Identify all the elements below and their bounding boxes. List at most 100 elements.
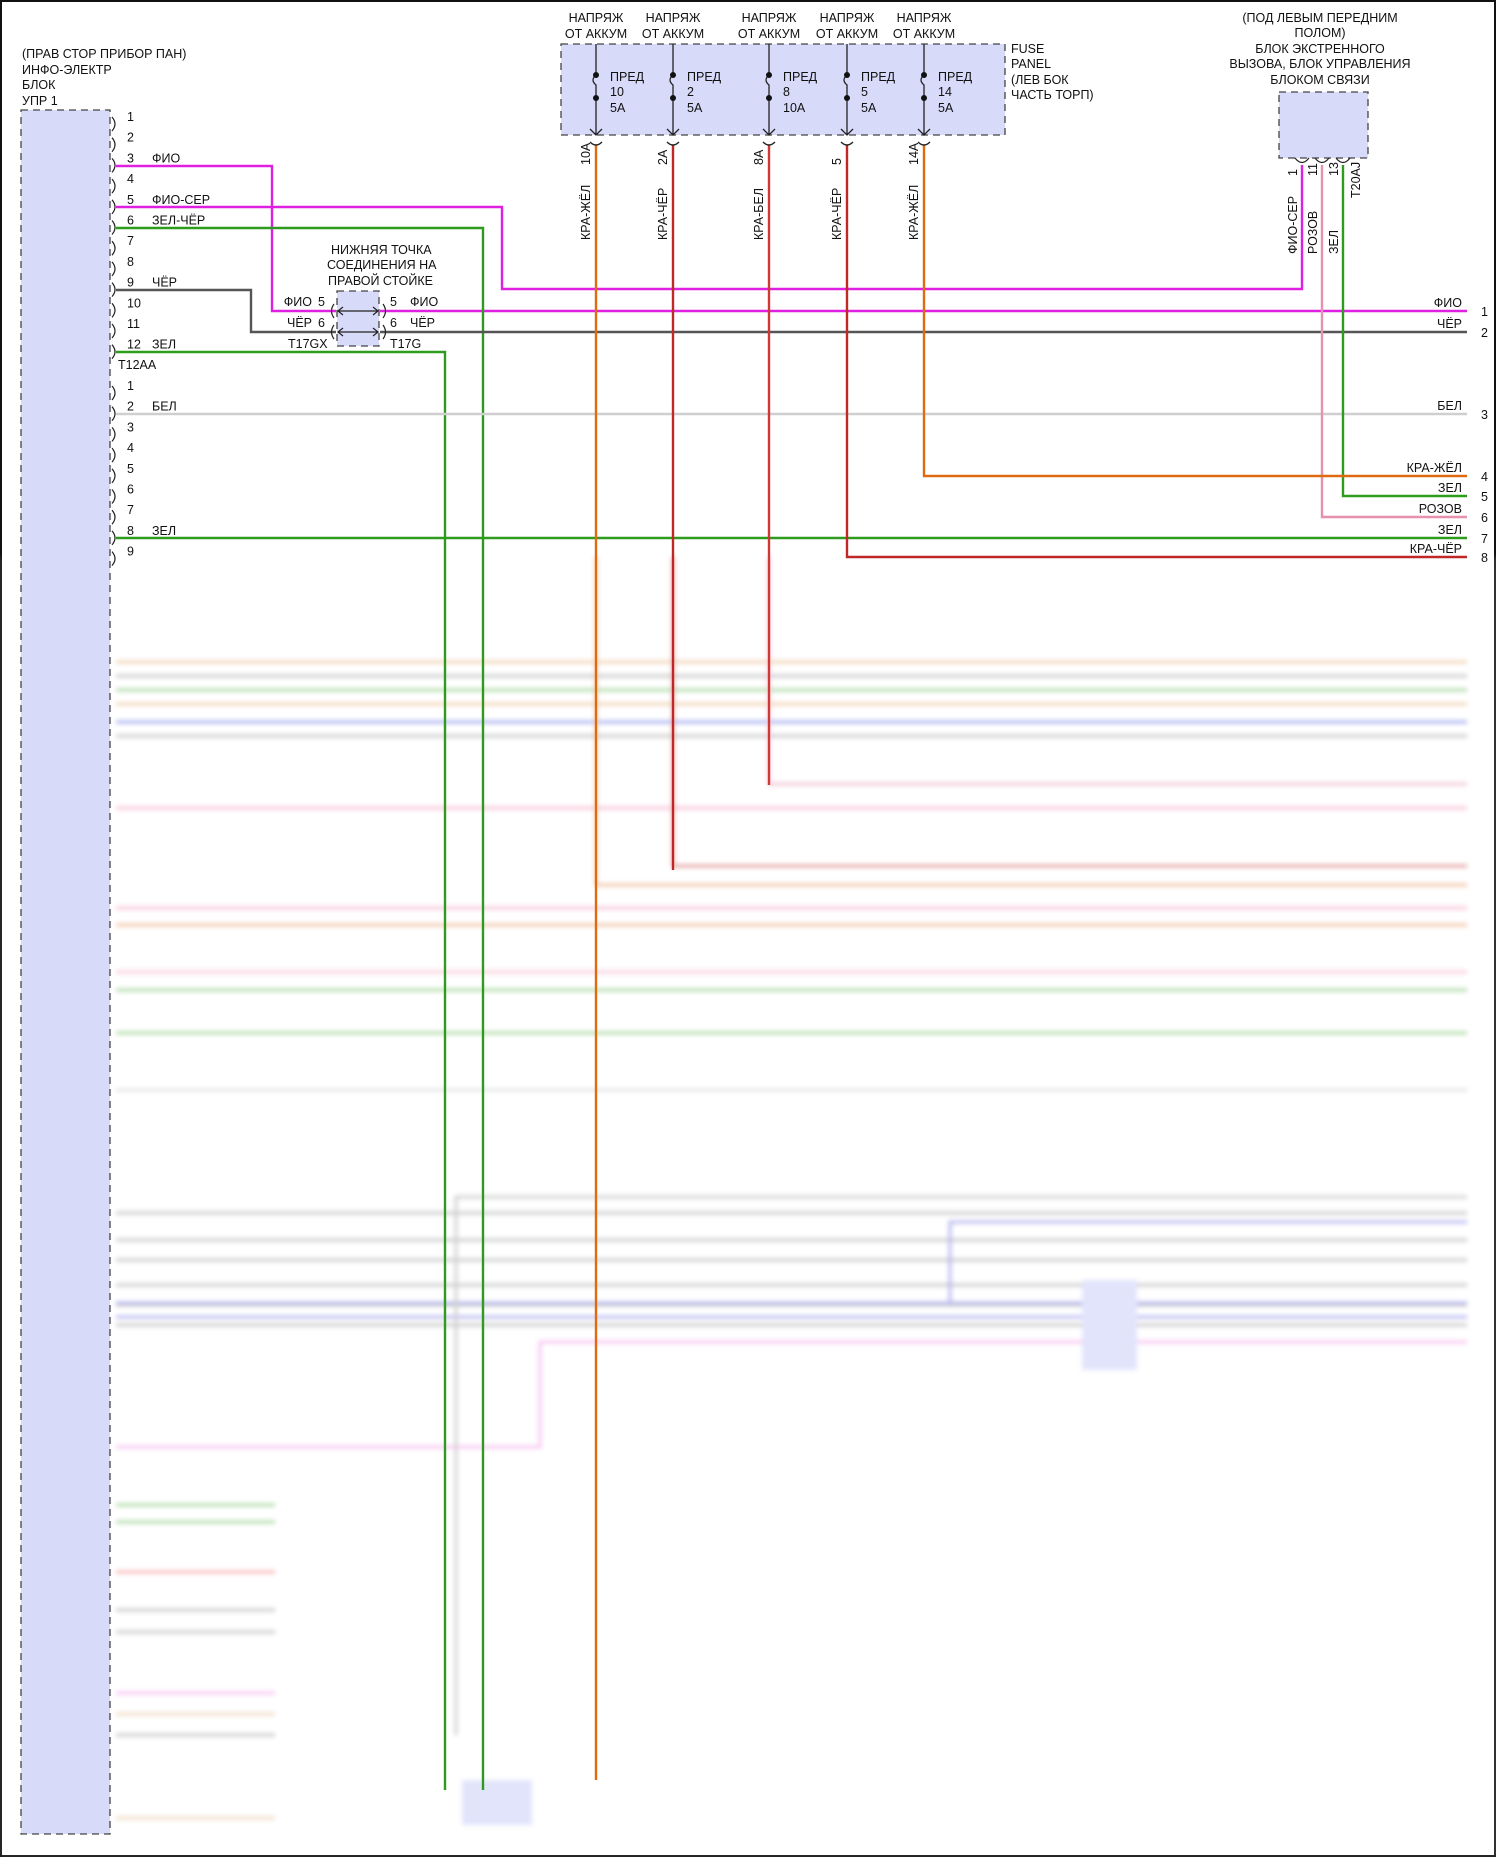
fuse-panel: FUSE PANEL (ЛЕВ БОК ЧАСТЬ ТОРП) НАПРЯЖ ОТ… (560, 11, 1094, 240)
fuse-terminal: 2A (656, 149, 670, 165)
pin-socket-icon (111, 509, 116, 525)
connector_2-pin-number: 7 (127, 503, 134, 517)
fuse-number: 10 (610, 85, 624, 99)
connector_1-pin-number: 12 (127, 338, 141, 352)
t20aj-connector-name: T20AJ (1349, 162, 1363, 198)
fuse-supply-label: ОТ АККУМ (893, 27, 955, 41)
connector_1-pin-number: 5 (127, 193, 134, 207)
emergency-title-2: ПОЛОМ) (1294, 26, 1345, 40)
fuse-wire-color: КРА-ЖЁЛ (907, 185, 921, 240)
splice-left-label-2: ЧЁР (287, 316, 312, 330)
connector_2-pin-number: 6 (127, 483, 134, 497)
t20aj-pin-number: 11 (1306, 163, 1320, 176)
connector_1-pin-number: 11 (127, 317, 140, 331)
pin-socket-icon (111, 489, 116, 504)
fuse-rating: 5A (687, 101, 703, 115)
pin-socket-icon (111, 447, 116, 463)
connector_2-wire-label: БЕЛ (152, 400, 177, 414)
blurred-wire (116, 1340, 1467, 1449)
pin-socket-icon (111, 323, 116, 339)
wire-zel-t20aj (1341, 165, 1467, 498)
fuse-panel-box (560, 43, 1006, 136)
wires (116, 145, 1467, 1790)
fuse-supply-label: НАПРЯЖ (820, 11, 875, 25)
splice-right-label-2: ЧЁР (410, 316, 435, 330)
pin-socket-icon (111, 427, 116, 442)
connector_2-pin-number: 3 (127, 420, 134, 434)
right-wire-label: КРА-ЖЁЛ (1407, 461, 1462, 475)
blurred-lower-region (0, 557, 1500, 1857)
fuse-supply-label: ОТ АККУМ (565, 27, 627, 41)
fuse-supply-label: НАПРЯЖ (897, 11, 952, 25)
splice-left-pin-1: 5 (318, 295, 325, 309)
fuse-wire-color: КРА-ЖЁЛ (579, 185, 593, 240)
main-module-title-2: ИНФО-ЭЛЕКТР (22, 63, 112, 77)
connector_1-pin-number: 3 (127, 151, 134, 165)
t20aj-pin-number: 1 (1286, 169, 1300, 176)
splice: НИЖНЯЯ ТОЧКА СОЕДИНЕНИЯ НА ПРАВОЙ СТОЙКЕ… (284, 243, 439, 351)
pin-socket-icon (111, 261, 116, 277)
connector_1-wire-label: ЗЕЛ (152, 338, 176, 352)
fuse-terminal-icon (670, 72, 676, 78)
t20aj-pin-number: 13 (1327, 162, 1341, 176)
right-wire-label: ЗЕЛ (1438, 481, 1462, 495)
pin-socket-icon (111, 282, 116, 297)
fuse-terminal: 5 (830, 158, 844, 165)
t20aj-wire-color: ЗЕЛ (1327, 230, 1341, 254)
right-pin-number: 3 (1481, 408, 1488, 422)
fuse-wire-color: КРА-БЕЛ (752, 188, 766, 240)
right-connector-pins: ФИО 1 ЧЁР 2 БЕЛ 3 КРА-ЖЁЛ 4 ЗЕЛ 5 РОЗОВ 6 ЗЕЛ 7 КРА-ЧЁ… (1407, 296, 1488, 565)
connector_1-wire-label: ФИО-СЕР (152, 193, 210, 207)
splice-right-connector: T17G (390, 337, 421, 351)
right-pin-number: 2 (1481, 326, 1488, 340)
fuse-terminal-icon (766, 72, 772, 78)
emergency-module-box (1278, 91, 1369, 159)
right-wire-label: РОЗОВ (1419, 502, 1462, 516)
fuse-terminal-icon (670, 95, 676, 101)
wire-fuse-14 (922, 145, 1467, 478)
connector_1-pin-number: 2 (127, 131, 134, 145)
pin-socket-icon (111, 199, 116, 215)
connector_2-pin-number: 1 (127, 379, 134, 393)
fuse-number: 14 (938, 85, 952, 99)
fuse-panel-title-1: FUSE (1011, 42, 1044, 56)
right-pin-number: 6 (1481, 511, 1488, 525)
pin-socket-icon (111, 385, 116, 401)
fuse-supply-label: НАПРЯЖ (569, 11, 624, 25)
right-pin-number: 4 (1481, 470, 1488, 484)
splice-right-pin-1: 5 (390, 295, 397, 309)
fuse-supply-label: ОТ АККУМ (738, 27, 800, 41)
right-pin-number: 8 (1481, 551, 1488, 565)
connector_2-pin-number: 9 (127, 545, 134, 559)
fuse-rating: 5A (610, 101, 626, 115)
splice-right-label-1: ФИО (410, 295, 438, 309)
fuse-supply-label: НАПРЯЖ (742, 11, 797, 25)
fuse-rating: 5A (938, 101, 954, 115)
t20aj-wire-color: ФИО-СЕР (1286, 196, 1300, 254)
emergency-title-3: БЛОК ЭКСТРЕННОГО (1255, 42, 1385, 56)
fuse-number: 8 (783, 85, 790, 99)
fuse-terminal-icon (593, 72, 599, 78)
connector_1-pin-number: 7 (127, 234, 134, 248)
main-module-title-3: БЛОК (22, 78, 56, 92)
emergency-title-1: (ПОД ЛЕВЫМ ПЕРЕДНИМ (1242, 11, 1397, 25)
pin-socket-icon (111, 406, 116, 422)
right-pin-number: 5 (1481, 490, 1488, 504)
connector_1-wire-label: ЗЕЛ-ЧЁР (152, 214, 205, 228)
connector_1-wire-label: ФИО (152, 151, 180, 165)
pin-socket-icon (111, 530, 116, 546)
fuse-terminal-icon (844, 72, 850, 78)
connector_1-pin-number: 6 (127, 214, 134, 228)
pin-socket-icon (111, 468, 116, 484)
fuse-label: ПРЕД (861, 70, 896, 84)
pin-socket-icon (1314, 157, 1330, 164)
emergency-title-4: ВЫЗОВА, БЛОК УПРАВЛЕНИЯ (1229, 57, 1410, 71)
pin-socket-icon (1335, 157, 1351, 164)
splice-box (336, 290, 380, 347)
right-pin-number: 1 (1481, 305, 1488, 319)
splice-left-label-1: ФИО (284, 295, 312, 309)
wire-zel-cher (116, 226, 485, 1790)
fuse-panel-title-4: ЧАСТЬ ТОРП) (1011, 88, 1094, 102)
fuse-supply-label: ОТ АККУМ (642, 27, 704, 41)
